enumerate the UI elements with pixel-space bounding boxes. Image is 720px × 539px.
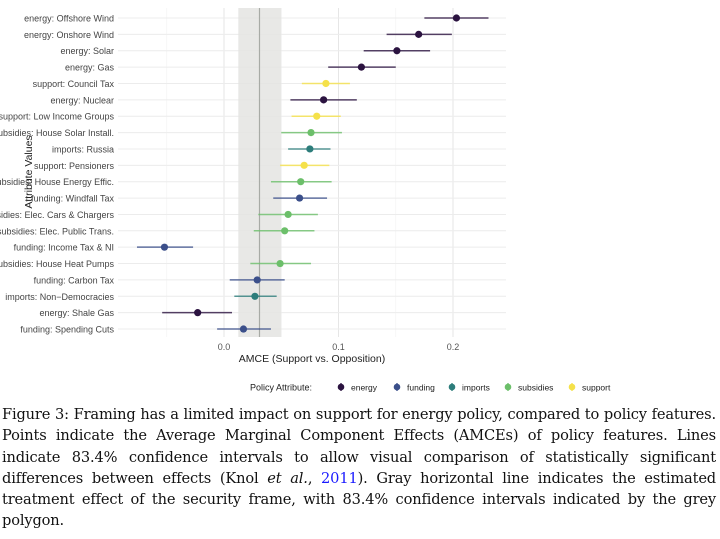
y-tick-label: subsidies: Elec. Cars & Chargers <box>0 210 114 220</box>
point-funding <box>295 194 304 202</box>
legend-label-support: support <box>582 383 611 393</box>
y-tick-label: funding: Spending Cuts <box>20 325 114 335</box>
point-energy <box>320 96 328 104</box>
y-tick-label: support: Pensioners <box>34 161 115 171</box>
y-tick-label: energy: Solar <box>60 46 114 56</box>
legend-label-imports: imports <box>462 383 490 393</box>
point-support <box>313 112 321 120</box>
caption-text: Figure 3: Framing has a limited impact o… <box>2 406 716 487</box>
legend-key-imports <box>448 383 456 391</box>
point-funding <box>160 243 169 251</box>
legend-key-support <box>568 383 576 391</box>
point-energy <box>393 47 401 55</box>
point-subsidies <box>281 227 289 235</box>
point-subsidies <box>307 128 315 137</box>
point-imports <box>306 145 314 153</box>
point-subsidies <box>276 259 284 268</box>
x-tick-label: 0.2 <box>447 342 460 352</box>
y-tick-label: energy: Offshore Wind <box>24 14 114 24</box>
legend-label-subsidies: subsidies <box>518 383 553 393</box>
y-tick-label: imports: Russia <box>52 144 114 154</box>
point-funding <box>253 276 261 284</box>
legend-key-subsidies <box>504 383 512 391</box>
y-tick-label: subsidies: House Solar Install. <box>0 128 114 138</box>
y-tick-label: subsidies: Elec. Public Trans. <box>0 226 114 236</box>
y-tick-label: energy: Onshore Wind <box>24 30 114 40</box>
point-imports <box>251 292 259 300</box>
caption-text-end: ). Gray horizontal line indicates the es… <box>2 469 716 530</box>
x-axis-title: AMCE (Support vs. Opposition) <box>239 353 385 365</box>
point-energy <box>357 63 365 71</box>
caption-comma: , <box>307 469 322 487</box>
y-tick-label: imports: Non−Democracies <box>5 292 114 302</box>
y-tick-label: subsidies: House Energy Effic. <box>0 177 114 187</box>
y-tick-label: support: Low Income Groups <box>0 112 114 122</box>
legend-label-funding: funding <box>407 383 435 393</box>
y-tick-label: energy: Nuclear <box>50 95 114 105</box>
citation-link[interactable]: 2011 <box>321 469 358 487</box>
y-tick-label: funding: Income Tax & NI <box>14 243 114 253</box>
caption-etal: et al. <box>267 469 308 487</box>
y-tick-label: funding: Carbon Tax <box>34 275 115 285</box>
x-tick-label: 0.0 <box>218 342 231 352</box>
legend-label-energy: energy <box>351 383 378 393</box>
point-support <box>300 161 308 169</box>
legend-key-energy <box>337 383 345 391</box>
point-energy <box>452 14 461 22</box>
point-support <box>322 79 330 88</box>
y-tick-label: energy: Gas <box>65 63 115 73</box>
point-subsidies <box>297 178 305 186</box>
y-tick-label: support: Council Tax <box>33 79 115 89</box>
amce-chart: energy: Offshore Wind energy: Onshore Win… <box>0 8 611 393</box>
legend-key-funding <box>393 383 401 391</box>
x-tick-label: 0.1 <box>332 342 345 352</box>
point-subsidies <box>284 210 292 219</box>
y-axis-title: Attribute Values <box>23 135 35 208</box>
point-energy <box>194 309 202 317</box>
point-energy <box>415 30 423 38</box>
y-tick-label: subsidies: House Heat Pumps <box>0 259 114 269</box>
y-tick-label: energy: Shale Gas <box>39 308 114 318</box>
figure-caption: Figure 3: Framing has a limited impact o… <box>2 404 716 532</box>
y-tick-label: funding: Windfall Tax <box>31 194 114 204</box>
legend-title: Policy Attribute: <box>250 383 312 393</box>
point-funding <box>239 325 248 333</box>
